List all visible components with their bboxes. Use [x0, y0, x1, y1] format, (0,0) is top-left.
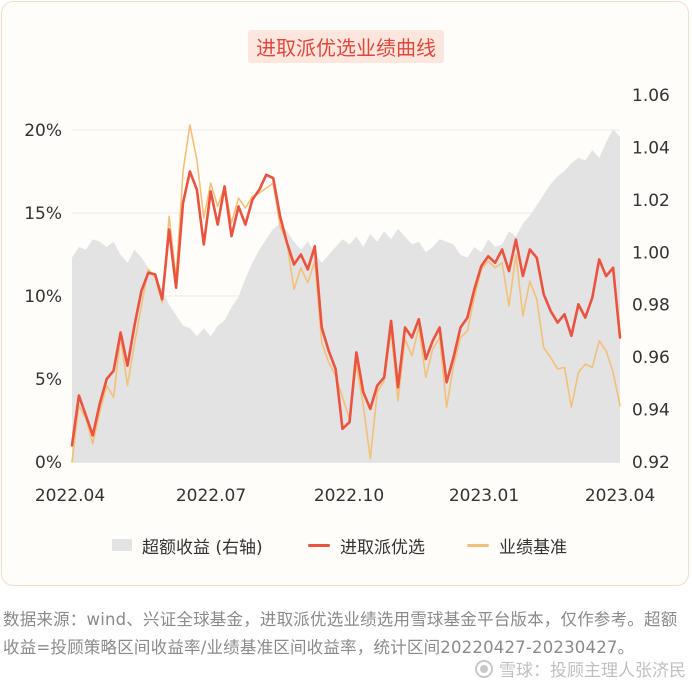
right-axis-ticks: 0.92 0.94 0.96 0.98 1.00 1.02 1.04 1.06: [632, 86, 670, 473]
left-axis-tick-label: 10%: [24, 287, 62, 307]
legend-item-benchmark[interactable]: 业绩基准: [467, 532, 567, 558]
x-axis-ticks: 2022.04 2022.07 2022.10 2023.01 2023.04: [35, 486, 655, 506]
right-axis-tick-label: 1.04: [632, 138, 670, 158]
legend-item-excess[interactable]: 超额收益 (右轴): [112, 532, 263, 558]
left-axis-tick-label: 15%: [24, 204, 62, 224]
legend-label-benchmark: 业绩基准: [499, 537, 567, 558]
chart-title: 进取派优选业绩曲线: [0, 30, 692, 63]
right-axis-tick-label: 0.94: [632, 401, 670, 421]
excess-return-area-layer: [72, 129, 620, 462]
x-axis-tick-label: 2022.04: [35, 486, 105, 506]
x-axis-tick-label: 2023.01: [449, 486, 519, 506]
right-axis-tick-label: 1.00: [632, 243, 670, 263]
legend-swatch-strategy: [308, 543, 330, 547]
legend-swatch-excess: [112, 539, 132, 551]
left-axis-tick-label: 5%: [35, 370, 62, 390]
excess-return-area: [72, 129, 620, 462]
chart-title-text: 进取派优选业绩曲线: [248, 30, 444, 63]
snowball-logo-icon: [475, 659, 493, 678]
legend-swatch-benchmark: [467, 543, 489, 547]
strategy-line: [70, 170, 622, 447]
left-axis-tick-label: 0%: [35, 453, 62, 473]
watermark-text: 雪球：投顾主理人张济民: [499, 661, 686, 681]
legend: 超额收益 (右轴) 进取派优选 业绩基准: [0, 532, 692, 558]
x-axis-tick-label: 2022.07: [176, 486, 246, 506]
right-axis-tick-label: 0.98: [632, 296, 670, 316]
strategy-line-layer: [70, 170, 622, 447]
left-axis-ticks: 0% 5% 10% 15% 20%: [24, 121, 62, 473]
right-axis-tick-label: 1.02: [632, 191, 670, 211]
legend-item-strategy[interactable]: 进取派优选: [308, 532, 425, 558]
legend-label-excess: 超额收益 (右轴): [142, 537, 263, 558]
x-axis-tick-label: 2023.04: [585, 486, 655, 506]
x-axis-tick-label: 2022.10: [314, 486, 384, 506]
left-axis-tick-label: 20%: [24, 121, 62, 141]
right-axis-tick-label: 0.92: [632, 453, 670, 473]
right-axis-tick-label: 0.96: [632, 348, 670, 368]
performance-chart: 0% 5% 10% 15% 20% 0.92 0.94 0.96 0.98 1.00 1.02 1.…: [24, 86, 670, 506]
right-axis-tick-label: 1.06: [632, 86, 670, 106]
watermark: 雪球：投顾主理人张济民: [475, 656, 686, 681]
footnote: 数据来源：wind、兴证全球基金，进取派优选业绩选用雪球基金平台版本，仅作参考。…: [3, 610, 678, 657]
legend-label-strategy: 进取派优选: [340, 537, 425, 558]
